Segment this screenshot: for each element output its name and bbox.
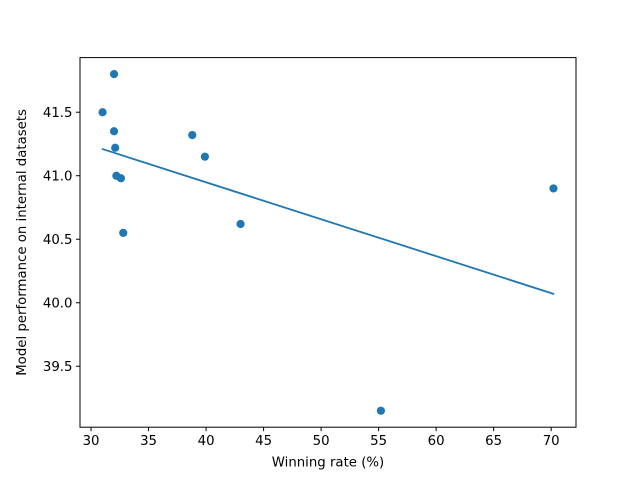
y-tick-label: 39.5: [43, 360, 73, 375]
data-point: [188, 130, 197, 140]
x-tick-label: 60: [428, 434, 445, 449]
plot-border: [79, 57, 577, 428]
data-point: [200, 152, 210, 161]
data-point: [549, 184, 558, 193]
data-point: [236, 219, 245, 229]
data-point: [116, 174, 126, 183]
chart-layer: 30 35 40 45 50 55 60 65 70 39.5 40.0 40.5 41.0 41.5: [43, 57, 577, 449]
y-axis-label: Model performance on internal datasets: [15, 109, 30, 376]
x-tick-label: 55: [370, 434, 387, 449]
x-tick-label: 70: [543, 434, 560, 449]
y-tick-label: 41.0: [43, 169, 73, 184]
x-tick-label: 35: [140, 434, 157, 449]
x-tick-label: 30: [83, 434, 100, 449]
data-point: [119, 228, 128, 237]
y-tick-label: 40.5: [43, 233, 73, 248]
y-tick-label: 40.0: [43, 296, 73, 311]
data-point: [111, 143, 120, 152]
x-tick-label: 65: [485, 434, 502, 449]
x-tick-label: 45: [255, 434, 272, 449]
data-point: [376, 406, 386, 415]
y-tick-label: 41.5: [43, 106, 73, 121]
trend-line: [101, 148, 555, 295]
data-point: [109, 70, 119, 79]
x-axis-label: Winning rate (%): [272, 456, 384, 471]
data-point: [109, 127, 119, 136]
x-tick-label: 40: [198, 434, 215, 449]
data-point: [98, 108, 107, 117]
x-tick-label: 50: [313, 434, 330, 449]
